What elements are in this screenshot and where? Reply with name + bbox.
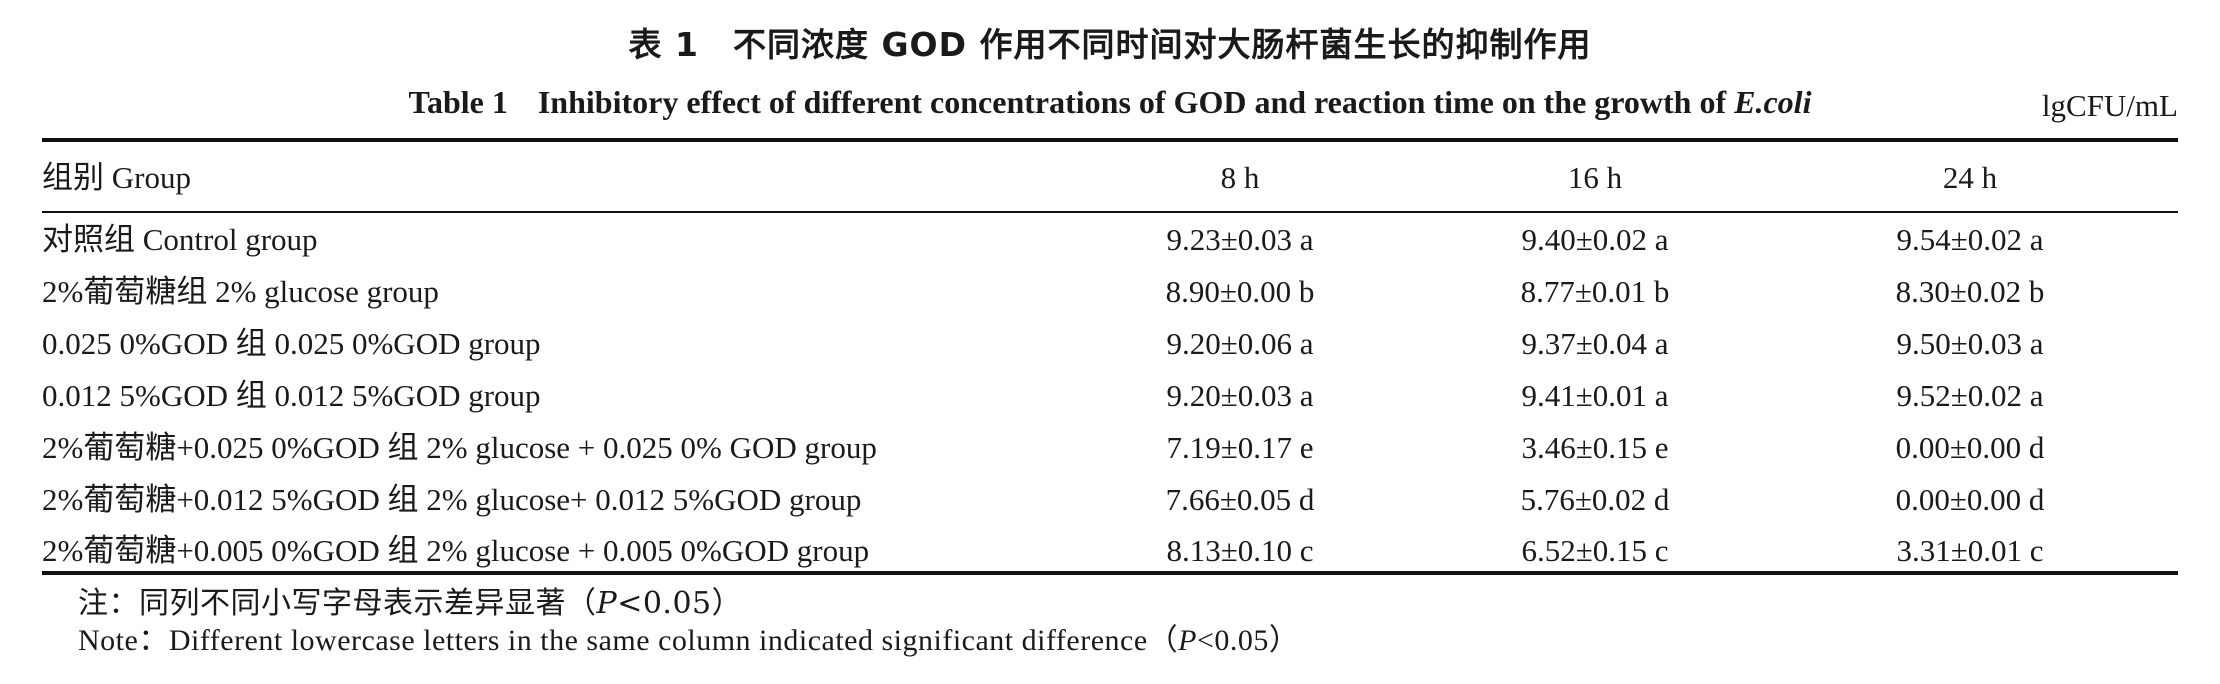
group-cell: 0.012 5%GOD 组 0.012 5%GOD group xyxy=(42,378,541,413)
table-number-label: Table 1 xyxy=(408,84,508,120)
group-cell: 2%葡萄糖组 2% glucose group xyxy=(42,274,439,309)
table-note-chinese: 注：同列不同小写字母表示差异显著（P<0.05） xyxy=(78,586,743,621)
table-note-english: Note：Different lowercase letters in the … xyxy=(78,624,1300,657)
table-header-rule xyxy=(42,211,2178,213)
column-header-group: 组别 Group xyxy=(42,160,191,195)
table-bottom-rule xyxy=(42,571,2178,575)
group-cell: 2%葡萄糖+0.005 0%GOD 组 2% glucose + 0.005 0… xyxy=(42,533,870,568)
group-cell: 对照组 Control group xyxy=(42,222,318,257)
unit-label: lgCFU/mL xyxy=(2041,88,2178,123)
group-cell: 2%葡萄糖+0.025 0%GOD 组 2% glucose + 0.025 0… xyxy=(42,430,877,465)
species-name: E.coli xyxy=(1734,84,1812,120)
group-cell: 0.025 0%GOD 组 0.025 0%GOD group xyxy=(42,326,541,361)
table-title-text: Inhibitory effect of different concentra… xyxy=(537,84,1727,120)
group-cell: 2%葡萄糖+0.012 5%GOD 组 2% glucose+ 0.012 5%… xyxy=(42,482,862,517)
table-title-chinese: 表 1 不同浓度 GOD 作用不同时间对大肠杆菌生长的抑制作用 xyxy=(628,25,1592,64)
table-top-rule xyxy=(42,138,2178,142)
table-title-english: Table 1 Inhibitory effect of different co… xyxy=(0,84,2220,121)
